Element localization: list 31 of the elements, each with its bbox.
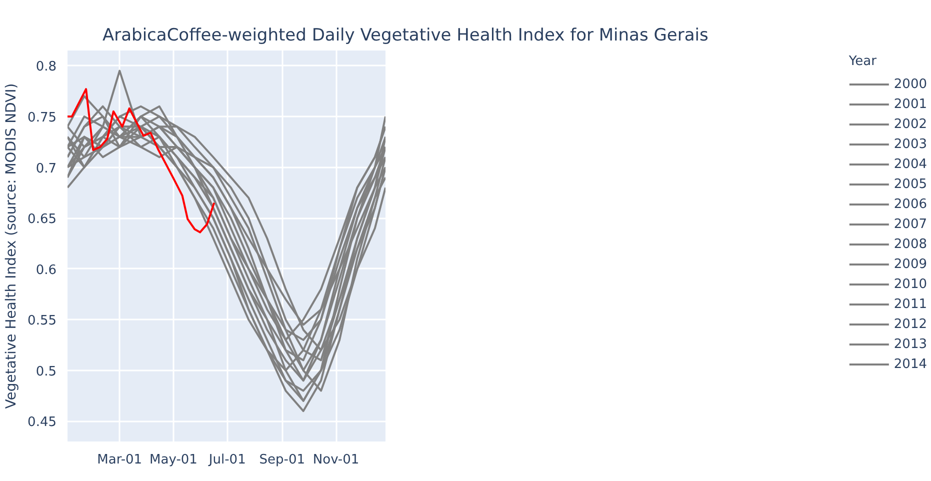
legend-label: 2014 (894, 356, 927, 372)
legend-label: 2001 (894, 96, 927, 112)
x-tick-label: Mar-01 (97, 452, 142, 468)
y-tick-label: 0.65 (28, 212, 57, 228)
legend-label: 2004 (894, 156, 927, 172)
legend-label: 2000 (894, 76, 927, 92)
legend-label: 2006 (894, 196, 927, 212)
legend-label: 2011 (894, 296, 927, 312)
x-tick-label: May-01 (150, 452, 198, 468)
y-tick-label: 0.5 (36, 364, 57, 380)
legend-label: 2007 (894, 216, 927, 232)
chart-title: ArabicaCoffee-weighted Daily Vegetative Health Index for Minas Gerais (102, 26, 708, 46)
y-tick-label: 0.6 (36, 262, 57, 278)
y-axis-title: Vegetative Health Index (source: MODIS NDVI) (4, 83, 20, 409)
y-tick-label: 0.45 (28, 415, 57, 430)
legend-title: Year (848, 54, 878, 69)
x-tick-label: Sep-01 (259, 452, 306, 468)
y-tick-label: 0.75 (28, 110, 57, 126)
legend-label: 2003 (894, 136, 927, 152)
y-tick-label: 0.8 (36, 60, 57, 75)
y-tick-label: 0.55 (28, 314, 57, 329)
legend-label: 2005 (894, 176, 927, 192)
legend-label: 2010 (894, 276, 927, 292)
x-tick-label: Jul-01 (208, 452, 246, 468)
legend-label: 2002 (894, 116, 927, 132)
legend-label: 2013 (894, 336, 927, 352)
y-tick-label: 0.7 (36, 161, 57, 176)
legend-label: 2012 (894, 316, 927, 332)
x-tick-label: Nov-01 (312, 452, 360, 468)
legend-label: 2009 (894, 256, 927, 272)
legend-label: 2008 (894, 236, 927, 252)
